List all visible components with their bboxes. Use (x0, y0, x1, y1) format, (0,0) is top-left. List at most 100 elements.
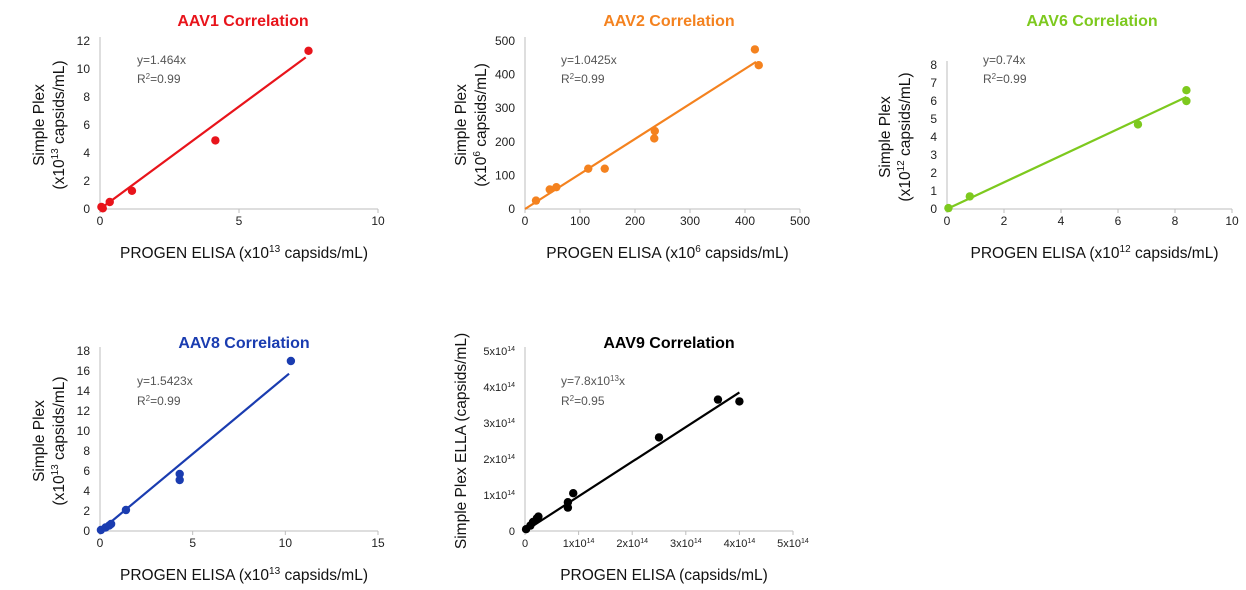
x-axis-label: PROGEN ELISA (x1012 capsids/mL) (970, 244, 1218, 262)
chart-title: AAV9 Correlation (603, 335, 734, 352)
data-point (584, 164, 593, 173)
data-point (1133, 120, 1143, 129)
r-squared-label: R2=0.99 (137, 72, 181, 86)
y-tick-label: 7 (930, 76, 937, 90)
r-squared-label: R2=0.99 (137, 394, 181, 408)
trendline (524, 60, 757, 210)
y-tick-label: 100 (495, 168, 515, 182)
data-point (1182, 86, 1191, 95)
x-tick-label: 10 (371, 214, 385, 228)
data-point (545, 185, 554, 194)
data-point (211, 136, 220, 145)
y-tick-label: 2x1014 (483, 454, 515, 466)
y-axis-label-units: (x1012 capsids/mL) (896, 72, 914, 201)
data-point (105, 197, 114, 207)
x-tick-label: 2 (1001, 214, 1008, 228)
y-axis-label-units: (x1013 capsids/mL) (50, 376, 68, 505)
x-tick-label: 500 (790, 214, 810, 228)
data-point (534, 512, 543, 521)
y-axis-label: Simple Plex (31, 400, 48, 482)
x-tick-label: 3x1014 (670, 538, 702, 550)
data-point (98, 204, 107, 213)
trendline (99, 56, 307, 210)
data-point (650, 126, 659, 136)
y-axis-label: Simple Plex (877, 96, 894, 178)
y-tick-label: 5 (930, 112, 937, 126)
data-point (944, 203, 953, 213)
data-point (650, 134, 659, 143)
data-point (654, 433, 664, 442)
chart-title: AAV6 Correlation (1026, 13, 1157, 30)
y-tick-label: 5x1014 (483, 346, 515, 358)
regression-equation: y=7.8x1013x (561, 374, 625, 388)
data-point (175, 469, 184, 479)
x-axis-label: PROGEN ELISA (x1013 capsids/mL) (120, 566, 368, 584)
data-point (531, 196, 541, 205)
x-tick-label: 4 (1058, 214, 1065, 228)
x-axis-label: PROGEN ELISA (x1013 capsids/mL) (120, 244, 368, 262)
x-tick-label: 1x1014 (563, 538, 595, 550)
y-tick-label: 12 (77, 34, 91, 48)
x-tick-label: 0 (97, 214, 104, 228)
x-tick-label: 10 (279, 536, 293, 550)
x-axis-label: PROGEN ELISA (x106 capsids/mL) (546, 244, 788, 262)
y-tick-label: 300 (495, 101, 515, 115)
x-tick-label: 0 (97, 536, 104, 550)
x-axis-label: PROGEN ELISA (capsids/mL) (560, 567, 768, 584)
chart-panel-3: AAV6 Correlation 0 2 4 6 8 10 0 1 2 3 4 5 6 7 8 PROGEN E… (877, 13, 1239, 262)
regression-equation: y=1.5423x (137, 374, 193, 388)
data-point (569, 489, 578, 498)
r-squared-label: R2=0.99 (983, 72, 1027, 86)
data-point (735, 397, 744, 406)
y-tick-label: 3 (930, 148, 937, 162)
y-axis-label-units: (x106 capsids/mL) (472, 63, 490, 187)
x-tick-label: 10 (1225, 214, 1239, 228)
data-point (965, 192, 974, 201)
y-axis-label: Simple Plex (453, 84, 470, 166)
data-point (175, 475, 184, 485)
regression-equation: y=0.74x (983, 53, 1025, 67)
y-axis-label: Simple Plex (31, 84, 48, 166)
data-point (750, 45, 760, 54)
x-tick-label: 8 (1172, 214, 1179, 228)
x-tick-label: 4x1014 (724, 538, 756, 550)
y-tick-label: 4 (83, 484, 90, 498)
data-point (106, 519, 116, 529)
y-tick-label: 4x1014 (483, 382, 515, 394)
y-tick-label: 0 (83, 524, 90, 538)
y-tick-label: 8 (83, 90, 90, 104)
y-tick-label: 2 (83, 504, 90, 518)
chart-title: AAV2 Correlation (603, 13, 734, 30)
y-tick-label: 16 (77, 364, 91, 378)
y-tick-label: 6 (83, 464, 90, 478)
chart-panel-4: AAV8 Correlation 0 5 10 15 0 2 4 6 8 10 12 14 16 18 PRO… (31, 335, 385, 584)
r-squared-label: R2=0.95 (561, 394, 605, 408)
data-point (1182, 96, 1191, 106)
y-tick-label: 400 (495, 68, 515, 82)
x-tick-label: 6 (1115, 214, 1122, 228)
y-tick-label: 4 (83, 146, 90, 160)
y-tick-label: 0 (509, 526, 515, 538)
y-tick-label: 1 (930, 184, 937, 198)
data-point (713, 395, 723, 404)
y-axis-label-units: (x1013 capsids/mL) (50, 60, 68, 189)
y-tick-label: 8 (930, 58, 937, 72)
data-point (600, 164, 609, 173)
y-tick-label: 3x1014 (483, 418, 515, 430)
x-tick-label: 5x1014 (777, 538, 809, 550)
data-point (754, 60, 763, 70)
y-tick-label: 0 (83, 202, 90, 216)
x-tick-label: 15 (371, 536, 385, 550)
trendline (946, 96, 1187, 210)
x-tick-label: 5 (189, 536, 196, 550)
y-axis-label: Simple Plex ELLA (capsids/mL) (453, 333, 470, 549)
regression-equation: y=1.464x (137, 53, 186, 67)
chart-panel-2: AAV2 Correlation 0 100 200 300 400 500 0 100 200 3… (453, 13, 810, 262)
y-tick-label: 1x1014 (483, 490, 515, 502)
y-tick-label: 6 (930, 94, 937, 108)
chart-title: AAV1 Correlation (177, 13, 308, 30)
x-tick-label: 100 (570, 214, 590, 228)
x-tick-label: 200 (625, 214, 645, 228)
y-tick-label: 2 (83, 174, 90, 188)
